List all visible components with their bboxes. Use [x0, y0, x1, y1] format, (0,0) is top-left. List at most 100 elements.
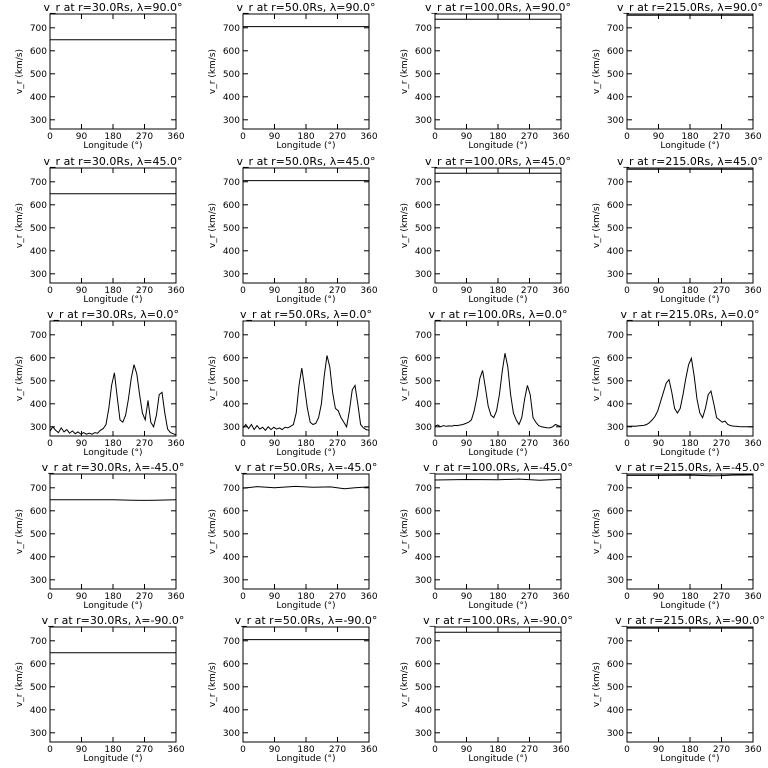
x-tick-label: 90 [653, 439, 665, 449]
x-tick-label: 360 [552, 286, 569, 296]
x-tick-label: 270 [136, 132, 153, 142]
x-tick-label: 0 [432, 745, 438, 755]
panel-title: v_r at r=50.0Rs, λ=-45.0° [235, 461, 378, 474]
panel-1-3: v_r at r=100.0Rs, λ=90.0° 0 90 180 270 360 300… [400, 1, 571, 151]
panel-title: v_r at r=50.0Rs, λ=-90.0° [235, 614, 378, 627]
y-tick-label: 300 [607, 270, 624, 280]
y-axis-label: v_r (km/s) [400, 509, 410, 554]
y-tick-label: 300 [607, 423, 624, 433]
y-tick-label: 400 [30, 400, 47, 410]
panel-title: v_r at r=30.0Rs, λ=-90.0° [42, 614, 185, 627]
y-tick-label: 600 [607, 660, 624, 670]
x-tick-label: 180 [489, 439, 506, 449]
y-tick-label: 700 [223, 484, 240, 494]
x-tick-label: 180 [104, 286, 121, 296]
x-tick-label: 180 [681, 592, 698, 602]
y-tick-label: 700 [415, 484, 432, 494]
x-tick-label: 360 [552, 439, 569, 449]
y-tick-label: 600 [607, 354, 624, 364]
series-line [49, 364, 177, 436]
y-tick-label: 500 [607, 683, 624, 693]
y-tick-label: 600 [607, 47, 624, 57]
x-tick-label: 270 [329, 286, 346, 296]
x-tick-label: 270 [329, 439, 346, 449]
x-tick-label: 360 [167, 592, 184, 602]
panel-title: v_r at r=215.0Rs, λ=0.0° [621, 308, 760, 321]
x-tick-label: 180 [489, 286, 506, 296]
x-tick-label: 0 [47, 132, 53, 142]
y-tick-label: 500 [415, 683, 432, 693]
y-tick-label: 700 [30, 178, 47, 188]
x-tick-label: 0 [432, 592, 438, 602]
x-tick-label: 90 [269, 745, 281, 755]
x-tick-label: 360 [552, 592, 569, 602]
y-axis-label: v_r (km/s) [592, 509, 602, 554]
x-tick-label: 0 [624, 592, 630, 602]
y-tick-label: 300 [415, 576, 432, 586]
x-tick-label: 0 [624, 286, 630, 296]
y-tick-label: 500 [415, 224, 432, 234]
y-axis-label: v_r (km/s) [15, 356, 25, 401]
y-tick-label: 500 [30, 683, 47, 693]
y-tick-label: 300 [415, 270, 432, 280]
x-axis-label: Longitude (°) [468, 141, 527, 151]
x-tick-label: 360 [167, 286, 184, 296]
panel-4-3: v_r at r=100.0Rs, λ=-45.0° 0 90 180 270 360 30… [400, 461, 573, 611]
x-tick-label: 270 [136, 439, 153, 449]
y-tick-label: 300 [30, 270, 47, 280]
y-tick-label: 600 [30, 47, 47, 57]
plot-frame [49, 473, 177, 590]
plot-frame [49, 626, 177, 743]
x-tick-label: 270 [521, 745, 538, 755]
x-tick-label: 180 [681, 439, 698, 449]
y-tick-label: 700 [415, 178, 432, 188]
x-axis-label: Longitude (°) [660, 754, 719, 764]
y-tick-label: 400 [607, 247, 624, 257]
x-tick-label: 180 [297, 592, 314, 602]
x-tick-label: 270 [329, 745, 346, 755]
x-tick-label: 360 [360, 132, 377, 142]
y-tick-label: 400 [30, 553, 47, 563]
y-tick-label: 500 [30, 530, 47, 540]
y-tick-label: 500 [223, 224, 240, 234]
y-tick-label: 700 [607, 331, 624, 341]
x-tick-label: 270 [713, 745, 730, 755]
plot-frame [49, 167, 177, 284]
panel-5-2: v_r at r=50.0Rs, λ=-90.0° 0 90 180 270 360 300… [208, 614, 378, 764]
x-axis-label: Longitude (°) [468, 754, 527, 764]
panel-title: v_r at r=30.0Rs, λ=-45.0° [42, 461, 185, 474]
x-tick-label: 180 [489, 745, 506, 755]
y-axis-label: v_r (km/s) [400, 49, 410, 94]
x-tick-label: 180 [297, 132, 314, 142]
x-tick-label: 360 [744, 132, 761, 142]
y-tick-label: 600 [415, 201, 432, 211]
y-axis-label: v_r (km/s) [400, 662, 410, 707]
x-tick-label: 90 [269, 592, 281, 602]
x-axis-label: Longitude (°) [468, 601, 527, 611]
x-tick-label: 0 [240, 439, 246, 449]
y-tick-label: 400 [30, 706, 47, 716]
y-tick-label: 500 [607, 70, 624, 80]
y-tick-label: 500 [223, 530, 240, 540]
y-tick-label: 300 [30, 423, 47, 433]
y-axis-label: v_r (km/s) [592, 662, 602, 707]
y-tick-label: 700 [30, 331, 47, 341]
y-axis-label: v_r (km/s) [15, 49, 25, 94]
x-tick-label: 360 [167, 132, 184, 142]
x-tick-label: 270 [713, 132, 730, 142]
y-tick-label: 700 [223, 637, 240, 647]
y-tick-label: 300 [223, 729, 240, 739]
y-tick-label: 700 [415, 331, 432, 341]
y-tick-label: 300 [607, 576, 624, 586]
y-axis-label: v_r (km/s) [208, 356, 218, 401]
x-tick-label: 180 [104, 592, 121, 602]
panel-5-1: v_r at r=30.0Rs, λ=-90.0° 0 90 180 270 360 300… [15, 614, 185, 764]
y-tick-label: 300 [415, 423, 432, 433]
plot-frame [626, 320, 754, 437]
x-axis-label: Longitude (°) [468, 448, 527, 458]
x-tick-label: 0 [240, 132, 246, 142]
x-tick-label: 90 [653, 286, 665, 296]
series-line [242, 355, 370, 432]
y-tick-label: 300 [223, 270, 240, 280]
y-tick-label: 600 [415, 660, 432, 670]
